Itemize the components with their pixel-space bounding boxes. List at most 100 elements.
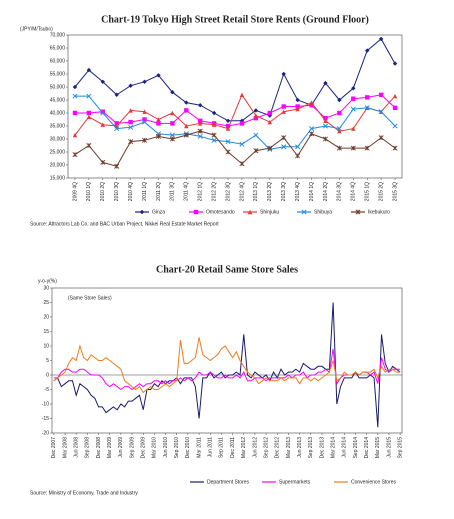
x-tick-label: 2010 1Q bbox=[86, 182, 92, 201]
marker bbox=[72, 152, 78, 158]
marker bbox=[392, 93, 398, 99]
x-tick-label: Jun 2013 bbox=[297, 437, 303, 458]
legend-label: Ikebukuro bbox=[368, 209, 390, 215]
marker bbox=[281, 109, 286, 114]
x-tick-label: Mar 2013 bbox=[286, 437, 292, 458]
marker bbox=[281, 104, 286, 109]
marker bbox=[142, 109, 147, 114]
legend-label: Ginza bbox=[152, 209, 165, 215]
marker bbox=[197, 128, 203, 134]
marker bbox=[351, 86, 356, 91]
marker bbox=[239, 141, 245, 147]
marker bbox=[351, 96, 356, 101]
x-tick-label: Mar 2012 bbox=[241, 437, 247, 458]
x-tick-label: 2013 3Q bbox=[281, 182, 287, 201]
y-tick-label: 40,000 bbox=[50, 110, 66, 116]
x-tick-label: 2012 3Q bbox=[225, 182, 231, 201]
y-tick-label: 15,000 bbox=[50, 175, 66, 181]
marker bbox=[267, 110, 272, 116]
y-tick-label: -15 bbox=[42, 416, 49, 422]
marker bbox=[156, 73, 161, 78]
legend-label: Shinjuku bbox=[260, 209, 279, 215]
x-tick-label: Mar 2015 bbox=[375, 437, 381, 458]
marker bbox=[309, 103, 314, 108]
legend-label: Shibuya bbox=[314, 209, 332, 215]
y-tick-label: 30 bbox=[43, 285, 49, 291]
marker bbox=[281, 135, 287, 141]
x-tick-label: 2015 1Q bbox=[365, 182, 371, 201]
marker bbox=[170, 110, 175, 116]
marker bbox=[247, 209, 253, 215]
x-tick-label: Sep 2011 bbox=[219, 437, 225, 458]
x-tick-label: 2013 4Q bbox=[295, 182, 301, 201]
y-tick-label: 50,000 bbox=[50, 84, 66, 90]
marker bbox=[337, 129, 342, 134]
marker bbox=[128, 108, 133, 113]
marker bbox=[253, 148, 259, 154]
y-axis-label: y-o-y(%) bbox=[38, 278, 57, 284]
x-tick-label: Sep 2015 bbox=[397, 437, 403, 459]
x-tick-label: Sep 2010 bbox=[174, 437, 180, 459]
x-tick-label: Dec 2012 bbox=[275, 437, 281, 459]
y-tick-label: 25 bbox=[43, 300, 49, 306]
marker bbox=[309, 131, 315, 137]
legend-label: Supermarkets bbox=[279, 479, 311, 485]
marker bbox=[323, 116, 328, 121]
y-tick-label: 10 bbox=[43, 343, 49, 349]
y-tick-label: 70,000 bbox=[50, 32, 66, 38]
x-tick-label: 2012 4Q bbox=[239, 182, 245, 201]
marker bbox=[197, 133, 203, 139]
series-line bbox=[74, 93, 396, 136]
legend-label: Convenience Stores bbox=[351, 479, 397, 485]
x-tick-label: Dec 2011 bbox=[230, 437, 236, 458]
marker bbox=[193, 209, 199, 215]
y-tick-label: -20 bbox=[42, 430, 49, 436]
x-tick-label: Dec 2009 bbox=[141, 437, 147, 459]
x-tick-label: Mar 2008 bbox=[62, 437, 68, 458]
y-tick-label: 60,000 bbox=[50, 58, 66, 64]
marker bbox=[309, 100, 314, 105]
y-tick-label: 25,000 bbox=[50, 149, 66, 155]
marker bbox=[364, 105, 370, 111]
marker bbox=[225, 149, 231, 155]
marker bbox=[198, 118, 203, 123]
x-tick-label: 2014 4Q bbox=[351, 182, 357, 201]
marker bbox=[392, 123, 398, 129]
marker bbox=[169, 132, 175, 138]
marker bbox=[365, 95, 370, 100]
marker bbox=[239, 121, 245, 126]
marker bbox=[114, 163, 120, 169]
x-tick-label: 2013 1Q bbox=[253, 182, 259, 201]
y-tick-label: 45,000 bbox=[50, 97, 66, 103]
marker bbox=[142, 117, 147, 122]
series-line bbox=[74, 130, 396, 167]
marker bbox=[350, 145, 356, 151]
legend-label: Omotesando bbox=[206, 209, 235, 215]
y-tick-label: 55,000 bbox=[50, 71, 66, 77]
marker bbox=[253, 116, 259, 121]
marker bbox=[364, 145, 370, 151]
source: Source: Attractors Lab Co. and BAC Urban… bbox=[30, 221, 219, 227]
marker bbox=[281, 71, 286, 77]
y-axis-label: (JPY/M/Tsubo) bbox=[20, 26, 53, 32]
marker bbox=[295, 106, 300, 112]
marker bbox=[198, 121, 203, 126]
marker bbox=[378, 92, 384, 97]
marker bbox=[86, 67, 92, 73]
x-tick-label: Jun 2011 bbox=[208, 437, 214, 457]
x-tick-label: Dec 2013 bbox=[319, 437, 325, 459]
x-tick-label: 2015 3Q bbox=[392, 182, 398, 201]
x-tick-label: Jun 2015 bbox=[386, 437, 392, 458]
x-tick-label: 2010 3Q bbox=[114, 182, 120, 201]
marker bbox=[128, 139, 134, 145]
x-tick-label: 2010 2Q bbox=[100, 182, 106, 201]
x-tick-label: Sep 2014 bbox=[353, 437, 359, 459]
series-line bbox=[53, 348, 401, 391]
x-tick-label: Mar 2011 bbox=[196, 437, 202, 458]
marker bbox=[86, 142, 92, 149]
marker bbox=[100, 159, 106, 165]
x-tick-label: 2011 3Q bbox=[170, 182, 176, 201]
x-tick-label: 2014 3Q bbox=[337, 182, 343, 201]
x-tick-label: 2011 2Q bbox=[156, 182, 162, 201]
